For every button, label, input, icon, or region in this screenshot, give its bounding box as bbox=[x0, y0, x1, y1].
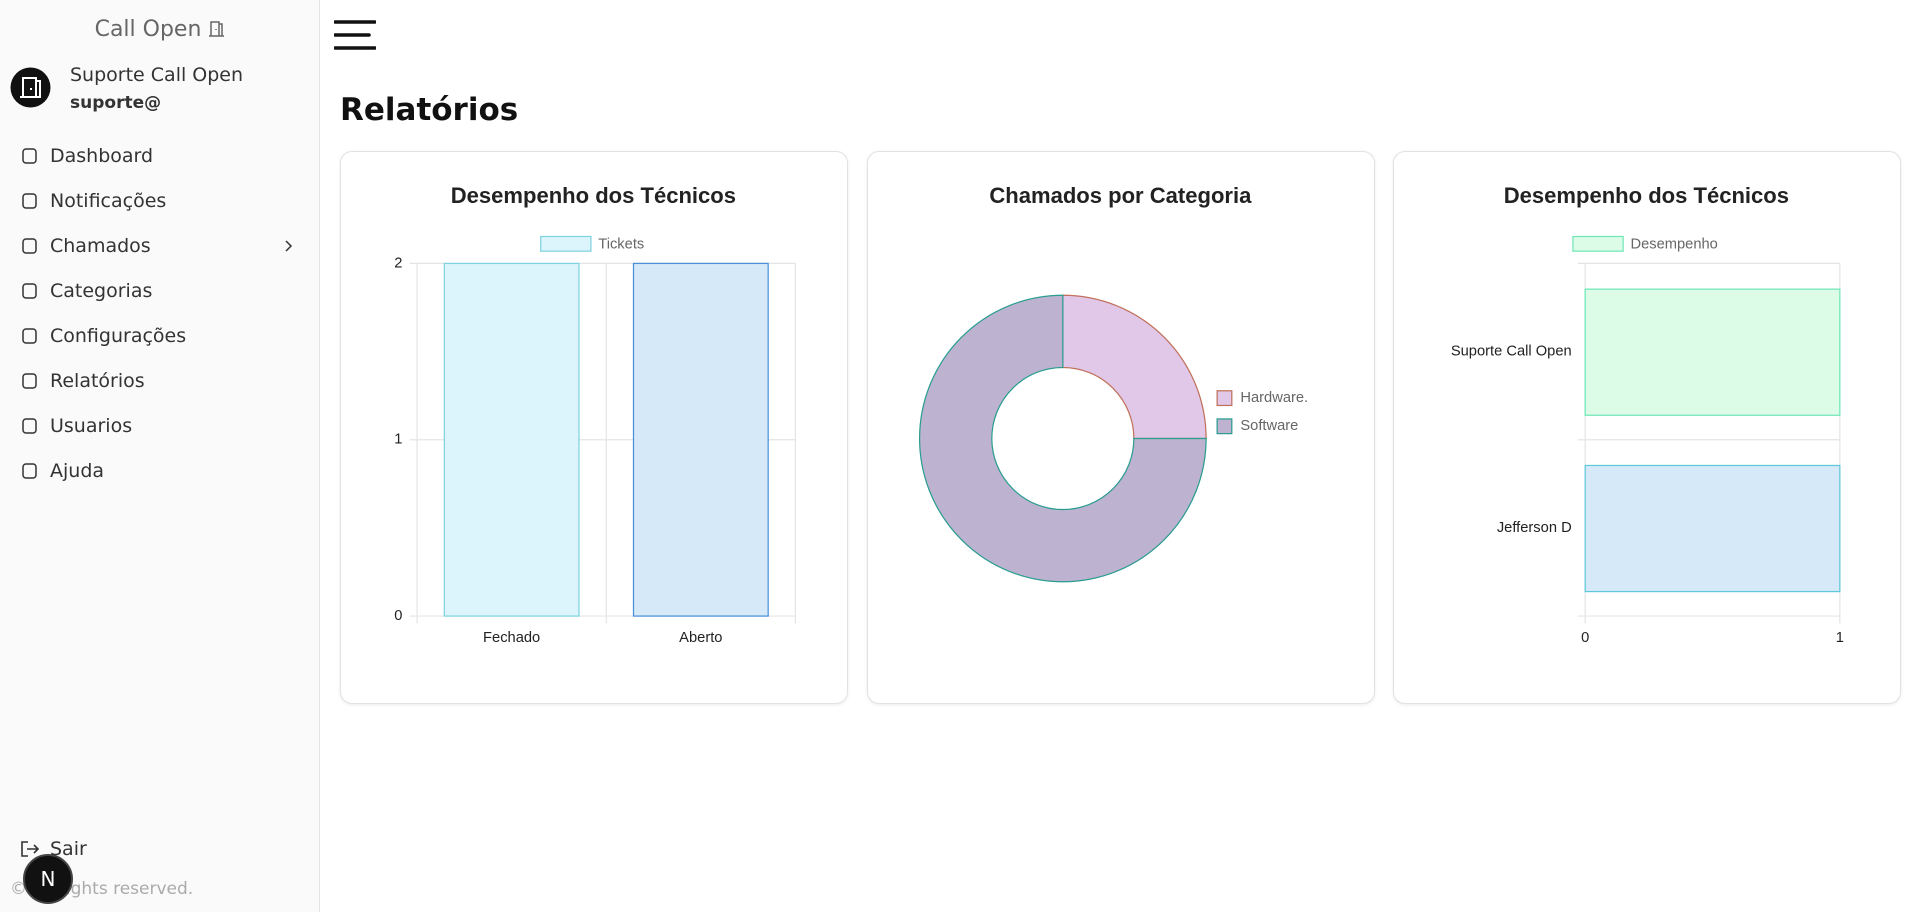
nav-label[interactable]: Notificações bbox=[50, 190, 167, 212]
x-tick-label: Aberto bbox=[679, 630, 722, 646]
bar bbox=[632, 262, 769, 617]
menu-toggle[interactable] bbox=[334, 20, 376, 50]
nav-icon bbox=[22, 463, 37, 479]
legend-swatch bbox=[540, 235, 592, 252]
chart-title: Desempenho dos Técnicos bbox=[1504, 183, 1789, 208]
avatar bbox=[10, 67, 51, 108]
legend-label: Tickets bbox=[598, 236, 644, 252]
y-tick-label: Suporte Call Open bbox=[1451, 343, 1572, 359]
x-tick-label: 1 bbox=[1836, 630, 1844, 646]
nav-item[interactable]: Categorias bbox=[0, 271, 319, 311]
nav-label[interactable]: Ajuda bbox=[50, 460, 105, 482]
y-tick-label: 1 bbox=[394, 432, 402, 448]
chart: Desempenho dos Técnicos Tickets 0 1 2 Fechado… bbox=[394, 183, 797, 646]
logout-text[interactable]: Sair bbox=[50, 838, 87, 860]
bar bbox=[1584, 464, 1841, 593]
legend-swatch bbox=[1216, 418, 1233, 435]
chart-card: Desempenho dos Técnicos Tickets 0 1 2 Fechado… bbox=[340, 151, 848, 704]
door-icon bbox=[209, 21, 225, 37]
brand-text: Call Open bbox=[94, 17, 202, 42]
nav-item[interactable]: Configurações bbox=[0, 316, 319, 356]
user-email: suporte@ bbox=[70, 93, 162, 113]
chart-card: Desempenho dos Técnicos Desempenho 0 1 Supor… bbox=[1393, 151, 1901, 704]
nav-label[interactable]: Relatórios bbox=[50, 370, 145, 392]
donut-slice bbox=[919, 294, 1207, 583]
nav-item[interactable]: Relatórios bbox=[0, 361, 319, 401]
nav-item[interactable]: Chamados bbox=[0, 226, 319, 266]
page-title: Relatórios bbox=[340, 92, 519, 128]
chevron bbox=[285, 240, 293, 252]
nav-icon bbox=[22, 418, 37, 434]
legend-label: Software bbox=[1240, 418, 1298, 434]
nav-item[interactable]: Dashboard bbox=[0, 136, 319, 176]
y-tick-label: 2 bbox=[394, 255, 402, 271]
nav-icon bbox=[22, 238, 37, 254]
nav-label[interactable]: Dashboard bbox=[50, 145, 154, 167]
brand: Call Open bbox=[0, 17, 319, 42]
chart-title: Desempenho dos Técnicos bbox=[451, 183, 736, 208]
donut-slice bbox=[1062, 294, 1207, 440]
chart: Chamados por Categoria Hardware. Software bbox=[919, 183, 1308, 583]
nav-icon bbox=[22, 328, 37, 344]
nav-item[interactable]: Ajuda bbox=[0, 451, 319, 491]
badge[interactable]: N bbox=[23, 854, 73, 904]
logout[interactable]: Sair bbox=[0, 829, 319, 869]
bar bbox=[1584, 288, 1841, 416]
nav-icon bbox=[22, 283, 37, 299]
legend-swatch bbox=[1572, 235, 1624, 252]
user-name: Suporte Call Open bbox=[70, 64, 244, 86]
nav-icon bbox=[22, 373, 37, 389]
nav-label[interactable]: Configurações bbox=[50, 325, 187, 347]
y-tick-label: 0 bbox=[394, 608, 402, 624]
y-tick-label: Jefferson D bbox=[1497, 520, 1572, 536]
legend-swatch bbox=[1216, 390, 1233, 407]
nav-label[interactable]: Chamados bbox=[50, 235, 151, 257]
sidebar: Call Open Suporte Call Open suporte@ Das… bbox=[0, 0, 320, 912]
chart: Desempenho dos Técnicos Desempenho 0 1 Supor… bbox=[1451, 183, 1844, 646]
nav-icon bbox=[22, 193, 37, 209]
nav-item[interactable]: Notificações bbox=[0, 181, 319, 221]
nav-label[interactable]: Categorias bbox=[50, 280, 153, 302]
nav-label[interactable]: Usuarios bbox=[50, 415, 133, 437]
nav-item[interactable]: Usuarios bbox=[0, 406, 319, 446]
chart-card: Chamados por Categoria Hardware. Software bbox=[867, 151, 1375, 704]
nav-icon bbox=[22, 148, 37, 164]
chart-title: Chamados por Categoria bbox=[989, 183, 1252, 208]
x-tick-label: Fechado bbox=[483, 630, 540, 646]
legend-label: Hardware. bbox=[1240, 390, 1308, 406]
x-tick-label: 0 bbox=[1581, 630, 1589, 646]
legend-label: Desempenho bbox=[1630, 236, 1717, 252]
bar bbox=[443, 262, 580, 617]
